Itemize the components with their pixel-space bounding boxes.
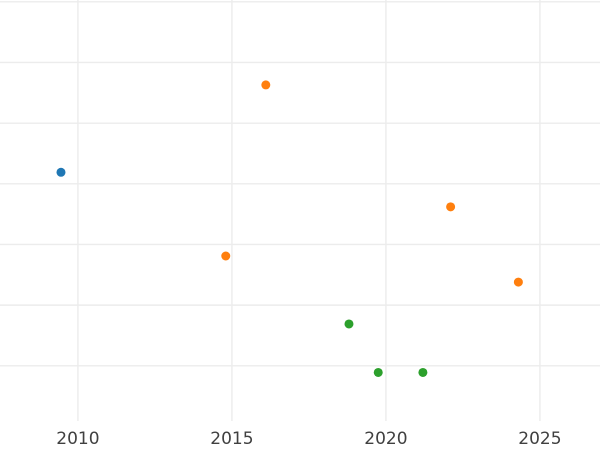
data-point-series-green xyxy=(373,367,383,377)
data-point-series-orange xyxy=(446,202,456,212)
data-point-series-green xyxy=(344,319,354,329)
data-point-series-blue xyxy=(56,167,66,177)
x-tick-label: 2010 xyxy=(56,429,99,449)
data-point-series-orange xyxy=(261,80,271,90)
data-point-series-green xyxy=(418,367,428,377)
x-tick-label: 2020 xyxy=(364,429,407,449)
x-tick-label: 2025 xyxy=(518,429,561,449)
x-tick-label: 2015 xyxy=(210,429,253,449)
data-point-series-orange xyxy=(221,251,231,261)
data-point-series-orange xyxy=(513,277,523,287)
